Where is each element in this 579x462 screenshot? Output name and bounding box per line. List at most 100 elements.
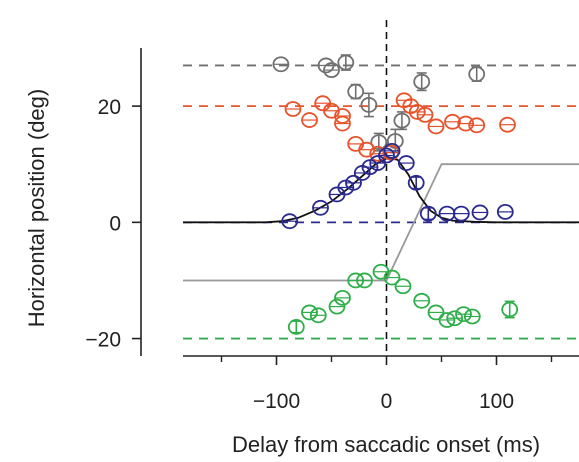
marker [383,269,401,286]
data-point-s3-2 [309,307,327,324]
data-points [272,54,519,335]
data-point-s3-7 [372,263,390,280]
marker [281,213,299,230]
data-point-s0-0 [272,56,290,73]
data-point-s3-1 [301,304,318,321]
y-tick-label: −20 [85,329,121,352]
data-point-s2-9 [383,142,401,159]
marker [393,112,411,129]
data-point-s1-13 [416,106,434,123]
marker [499,116,516,133]
marker [444,113,461,130]
x-tick-label: −100 [253,390,300,413]
marker [301,112,318,128]
data-point-s1-17 [468,117,486,134]
marker [312,199,329,216]
y-tick-label: 20 [98,96,121,119]
marker [334,115,351,132]
marker [370,134,388,151]
data-point-s1-16 [457,115,475,132]
model-curves [183,157,579,282]
data-point-s3-10 [413,292,431,309]
marker [468,117,486,134]
data-point-s3-4 [334,289,351,306]
data-point-s1-14 [427,118,445,135]
marker [358,141,376,158]
marker [416,106,434,123]
data-point-s1-5 [334,115,351,132]
marker [334,289,351,306]
marker [397,155,415,171]
marker [468,66,486,83]
data-point-s1-0 [284,101,302,117]
data-point-s3-9 [394,278,412,295]
marker [407,174,425,191]
data-point-s1-6 [347,135,365,152]
data-point-s3-13 [446,310,464,327]
data-point-s3-3 [328,298,346,315]
data-point-s2-4 [345,174,362,191]
data-point-s2-14 [452,205,470,222]
marker [427,304,445,321]
data-point-s0-4 [347,83,365,100]
marker [287,319,305,335]
data-point-s0-9 [413,72,431,92]
data-point-s0-2 [323,62,340,78]
data-point-s0-6 [370,132,388,152]
data-point-s1-2 [314,95,332,112]
marker [356,272,373,289]
x-tick-label: 100 [479,390,514,413]
curve-0 [183,163,579,282]
data-point-s3-0 [287,319,305,335]
marker [317,57,335,74]
marker [323,62,340,78]
data-point-s3-11 [427,304,445,321]
marker [427,118,445,135]
marker [309,307,327,324]
marker [284,101,302,117]
data-point-s3-6 [356,272,373,289]
marker [463,308,481,325]
marker [383,142,401,159]
marker [408,104,426,120]
data-point-s0-3 [337,54,355,71]
data-point-s1-15 [444,113,461,130]
data-point-s1-1 [301,112,318,128]
marker [496,203,514,220]
marker [413,292,431,309]
data-point-s2-1 [312,199,329,216]
axes: −20 0 20 −100 0 100 [85,48,579,413]
data-point-s3-14 [455,306,472,323]
marker [446,310,464,327]
data-point-s3-16 [501,300,519,319]
data-point-s3-15 [463,308,481,325]
data-point-s2-12 [419,205,437,222]
marker [328,298,346,315]
data-point-s2-0 [281,213,299,230]
marker [337,54,355,71]
y-tick-label: 0 [109,212,121,235]
marker [455,306,472,323]
data-point-s2-16 [496,203,514,220]
marker [378,147,395,164]
data-point-s0-10 [468,66,486,83]
x-tick-label: 0 [381,390,393,413]
marker [301,304,318,321]
reference-lines [183,20,579,356]
data-point-s2-15 [471,204,489,221]
curve-1 [183,157,579,224]
data-point-s3-8 [383,269,401,286]
marker [501,301,519,318]
marker [452,205,470,222]
marker [347,83,365,100]
marker [438,312,456,328]
y-axis-title: Horizontal position (deg) [24,89,49,327]
marker [457,115,475,132]
marker [394,278,412,295]
marker [360,97,378,113]
data-point-s2-11 [407,174,425,191]
x-axis-title: Delay from saccadic onset (ms) [232,432,540,457]
marker [272,56,290,73]
